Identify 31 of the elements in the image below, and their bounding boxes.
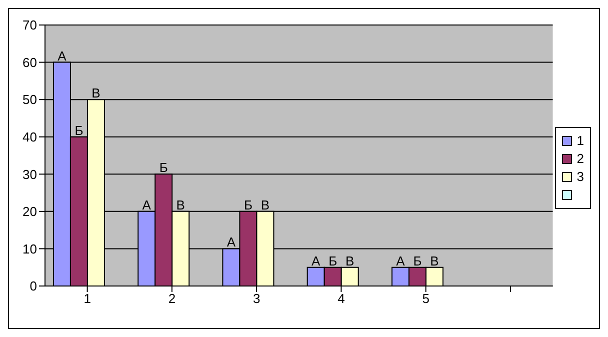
x-tick-label: 4	[338, 291, 345, 306]
data-label: А	[312, 253, 321, 268]
data-label: А	[58, 48, 67, 64]
x-tick-label: 1	[84, 291, 91, 306]
data-label: Б	[159, 160, 168, 176]
legend-label: 1	[576, 133, 584, 148]
data-label: В	[346, 253, 354, 268]
data-label: В	[176, 197, 185, 212]
legend-label: 2	[576, 151, 584, 166]
x-tick-label: 2	[168, 291, 176, 306]
legend-label: 3	[576, 169, 584, 184]
y-tick-label: 30	[22, 166, 37, 182]
data-label: А	[396, 253, 406, 268]
y-tick-label: 20	[22, 204, 37, 220]
data-label: А	[226, 234, 236, 250]
y-tick-label: 40	[22, 129, 37, 144]
y-tick-label: 10	[22, 241, 37, 256]
y-tick-label: 0	[30, 278, 37, 294]
y-tick-label: 60	[22, 54, 37, 70]
data-label: А	[142, 197, 152, 212]
data-label: В	[430, 253, 439, 268]
x-tick-label: 5	[422, 291, 430, 306]
y-tick-label: 70	[22, 18, 37, 33]
data-label: Б	[74, 122, 84, 138]
data-label: Б	[328, 253, 338, 268]
data-label: Б	[413, 253, 422, 268]
data-label: В	[92, 86, 100, 101]
data-label: В	[260, 197, 270, 212]
y-tick-label: 50	[22, 92, 37, 108]
x-tick-label: 3	[252, 291, 260, 306]
data-label: Б	[244, 197, 252, 212]
